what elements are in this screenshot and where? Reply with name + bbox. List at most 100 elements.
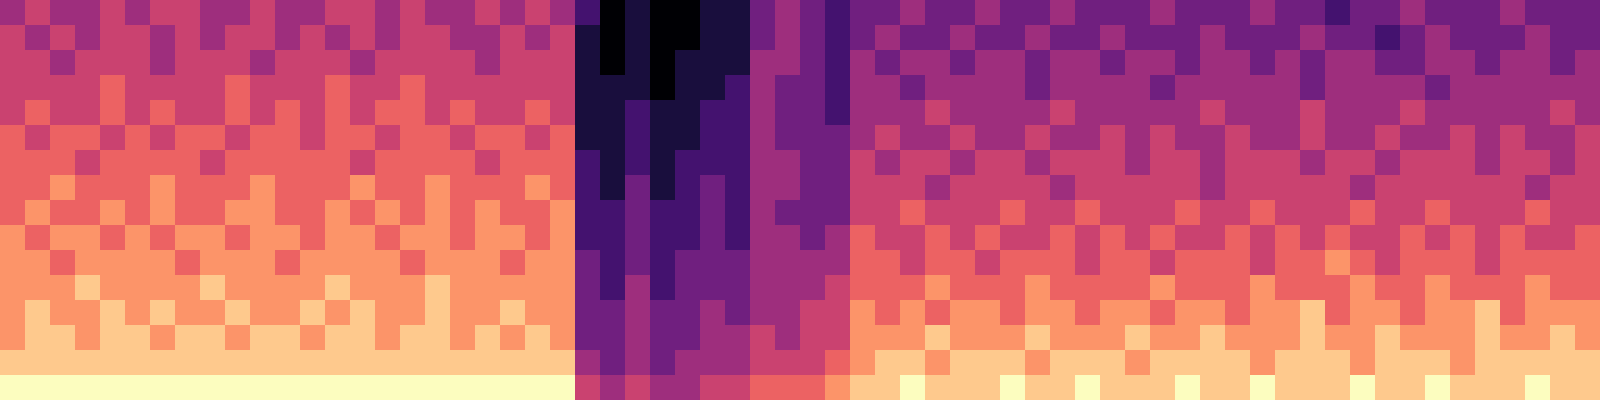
cell xyxy=(800,100,826,126)
cell xyxy=(925,75,951,101)
cell xyxy=(1475,225,1501,251)
cell xyxy=(1000,125,1026,151)
cell xyxy=(1425,25,1451,51)
cell xyxy=(550,75,576,101)
cell xyxy=(1225,300,1251,326)
cell xyxy=(375,75,401,101)
cell xyxy=(825,375,851,400)
cell xyxy=(550,225,576,251)
cell xyxy=(25,250,51,276)
cell xyxy=(375,375,401,400)
cell xyxy=(1375,175,1401,201)
cell xyxy=(875,175,901,201)
cell xyxy=(1100,325,1126,351)
cell xyxy=(400,175,426,201)
cell xyxy=(275,200,301,226)
cell xyxy=(775,50,801,76)
cell xyxy=(550,25,576,51)
cell xyxy=(225,325,251,351)
cell xyxy=(750,25,776,51)
cell xyxy=(1550,325,1576,351)
cell xyxy=(1050,100,1076,126)
cell xyxy=(375,325,401,351)
cell xyxy=(400,25,426,51)
cell xyxy=(1025,300,1051,326)
cell xyxy=(0,100,26,126)
cell xyxy=(300,350,326,376)
cell xyxy=(1525,150,1551,176)
cell xyxy=(175,200,201,226)
cell xyxy=(900,300,926,326)
cell xyxy=(675,0,701,26)
cell xyxy=(1150,175,1176,201)
cell xyxy=(50,125,76,151)
cell xyxy=(300,200,326,226)
cell xyxy=(1175,325,1201,351)
cell xyxy=(100,75,126,101)
cell xyxy=(850,75,876,101)
cell xyxy=(400,100,426,126)
cell xyxy=(125,325,151,351)
cell xyxy=(1000,275,1026,301)
cell xyxy=(275,50,301,76)
cell xyxy=(1575,0,1600,26)
cell xyxy=(1175,375,1201,400)
cell xyxy=(250,150,276,176)
cell xyxy=(1500,275,1526,301)
cell xyxy=(450,275,476,301)
cell xyxy=(600,350,626,376)
cell xyxy=(925,25,951,51)
cell xyxy=(500,25,526,51)
cell xyxy=(500,325,526,351)
cell xyxy=(200,50,226,76)
cell xyxy=(875,200,901,226)
cell xyxy=(175,275,201,301)
cell xyxy=(25,150,51,176)
cell xyxy=(1075,325,1101,351)
cell xyxy=(1550,50,1576,76)
cell xyxy=(450,200,476,226)
cell xyxy=(725,200,751,226)
cell xyxy=(1200,250,1226,276)
cell xyxy=(1075,100,1101,126)
cell xyxy=(850,225,876,251)
cell xyxy=(325,75,351,101)
cell xyxy=(1200,325,1226,351)
cell xyxy=(1375,50,1401,76)
cell xyxy=(475,0,501,26)
cell xyxy=(50,200,76,226)
cell xyxy=(75,300,101,326)
cell xyxy=(650,325,676,351)
cell xyxy=(225,125,251,151)
cell xyxy=(25,175,51,201)
cell xyxy=(625,100,651,126)
cell xyxy=(1575,325,1600,351)
cell xyxy=(975,250,1001,276)
cell xyxy=(1225,350,1251,376)
cell xyxy=(125,25,151,51)
cell xyxy=(1050,350,1076,376)
cell xyxy=(725,250,751,276)
cell xyxy=(950,350,976,376)
cell xyxy=(1150,100,1176,126)
cell xyxy=(675,75,701,101)
cell xyxy=(1000,250,1026,276)
cell xyxy=(1300,25,1326,51)
cell xyxy=(1125,0,1151,26)
cell xyxy=(1325,175,1351,201)
cell xyxy=(575,350,601,376)
cell xyxy=(375,0,401,26)
cell xyxy=(500,250,526,276)
cell xyxy=(50,150,76,176)
cell xyxy=(675,200,701,226)
cell xyxy=(300,50,326,76)
cell xyxy=(1200,50,1226,76)
cell xyxy=(1100,300,1126,326)
cell xyxy=(1025,275,1051,301)
cell xyxy=(75,200,101,226)
cell xyxy=(825,150,851,176)
cell xyxy=(650,150,676,176)
cell xyxy=(1500,350,1526,376)
cell xyxy=(575,150,601,176)
cell xyxy=(250,325,276,351)
